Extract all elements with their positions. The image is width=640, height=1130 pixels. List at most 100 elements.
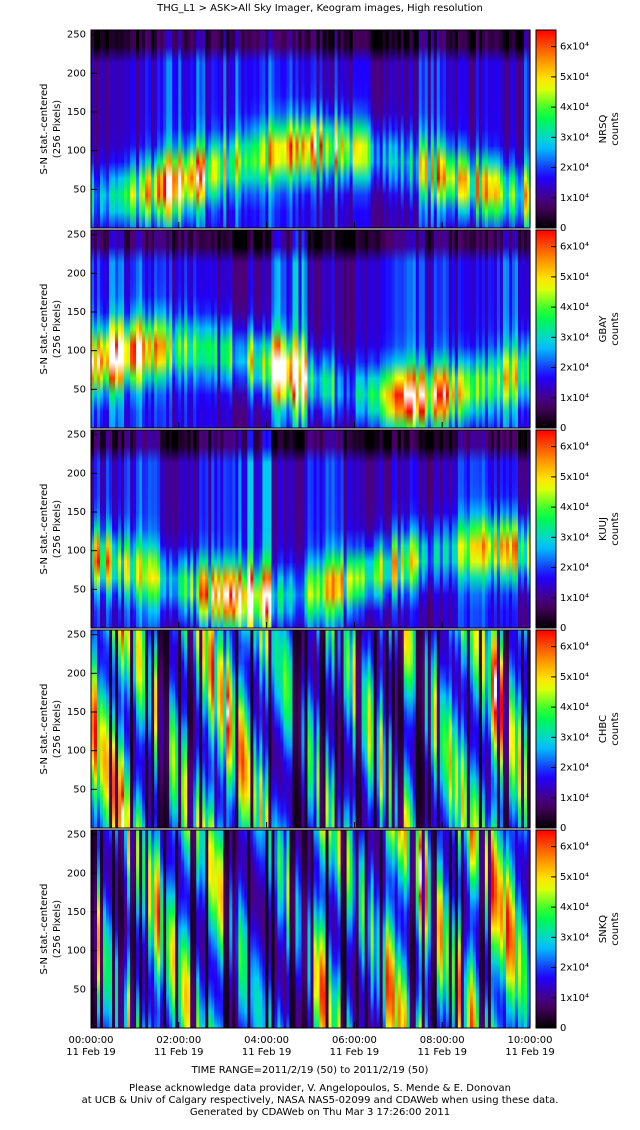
- keogram-column: [517, 30, 522, 228]
- keogram-column: [136, 230, 140, 428]
- keogram-column: [364, 630, 369, 828]
- keogram-column: [298, 30, 303, 228]
- keogram-column: [484, 30, 489, 228]
- keogram-column: [490, 630, 495, 828]
- keogram-column: [391, 430, 396, 628]
- keogram-column: [466, 630, 471, 828]
- keogram-column: [139, 30, 143, 228]
- keogram-column: [346, 430, 351, 628]
- keogram-column: [379, 30, 384, 228]
- keogram-column: [355, 630, 360, 828]
- keogram-column: [496, 30, 501, 228]
- keogram-column: [352, 430, 357, 628]
- keogram-column: [331, 230, 336, 428]
- keogram-column: [94, 430, 98, 628]
- keogram-column: [235, 230, 239, 428]
- keogram-column: [271, 430, 276, 628]
- keogram-column: [235, 830, 239, 1028]
- keogram-column: [226, 230, 230, 428]
- plot-frame: [90, 829, 531, 1029]
- keogram-column: [271, 830, 276, 1028]
- keogram-column: [361, 30, 366, 228]
- keogram-column: [181, 230, 185, 428]
- keogram-column: [169, 30, 173, 228]
- keogram-column: [232, 430, 236, 628]
- keogram-column: [214, 230, 218, 428]
- keogram-column: [109, 830, 113, 1028]
- keogram-column: [127, 430, 131, 628]
- keogram-column: [115, 30, 119, 228]
- keogram-column: [520, 30, 525, 228]
- keogram-column: [202, 430, 206, 628]
- keogram-column: [241, 830, 245, 1028]
- keogram-column: [427, 30, 432, 228]
- keogram-column: [253, 230, 257, 428]
- keogram-column: [244, 430, 248, 628]
- keogram-column: [316, 230, 321, 428]
- keogram-column: [184, 430, 188, 628]
- keogram-column: [394, 30, 399, 228]
- keogram-column: [181, 30, 185, 228]
- keogram-column: [433, 430, 438, 628]
- keogram-column: [112, 430, 116, 628]
- keogram-column: [187, 430, 191, 628]
- colorbar-tick-label: 5x10⁴: [560, 472, 589, 483]
- keogram-column: [160, 30, 164, 228]
- keogram-column: [514, 230, 519, 428]
- keogram-column: [163, 30, 167, 228]
- keogram-column: [523, 630, 528, 828]
- keogram-column: [526, 630, 531, 828]
- keogram-column: [454, 830, 459, 1028]
- keogram-column: [466, 430, 471, 628]
- keogram-column: [493, 230, 498, 428]
- keogram-column: [457, 630, 462, 828]
- keogram-column: [505, 230, 510, 428]
- keogram-column: [241, 630, 245, 828]
- keogram-column: [502, 630, 507, 828]
- keogram-column: [514, 630, 519, 828]
- keogram-column: [364, 230, 369, 428]
- keogram-column: [268, 630, 273, 828]
- keogram-column: [379, 830, 384, 1028]
- keogram-column: [196, 830, 200, 1028]
- keogram-column: [394, 630, 399, 828]
- keogram-column: [514, 30, 519, 228]
- keogram-column: [478, 430, 483, 628]
- keogram-column: [526, 230, 531, 428]
- keogram-column: [232, 630, 236, 828]
- keogram-column: [121, 630, 125, 828]
- keogram-column: [508, 30, 513, 228]
- keogram-column: [103, 30, 107, 228]
- keogram-column: [511, 630, 516, 828]
- keogram-column: [121, 830, 125, 1028]
- colorbar-tick-label: 1x10⁴: [560, 193, 589, 204]
- keogram-column: [100, 830, 104, 1028]
- keogram-column: [178, 630, 182, 828]
- keogram-column: [127, 30, 131, 228]
- y-axis-label: (256 Pixels): [52, 900, 63, 959]
- keogram-column: [253, 630, 257, 828]
- keogram-column: [196, 430, 200, 628]
- x-tick-label: 02:00:00: [156, 1035, 201, 1046]
- keogram-column: [208, 30, 212, 228]
- keogram-column: [214, 430, 218, 628]
- keogram-column: [277, 430, 282, 628]
- keogram-column: [298, 430, 303, 628]
- keogram-column: [193, 430, 197, 628]
- keogram-column: [172, 830, 176, 1028]
- keogram-column: [382, 630, 387, 828]
- keogram-column: [247, 830, 251, 1028]
- x-date-label: 11 Feb 19: [505, 1047, 555, 1058]
- colorbar-tick-label: 0: [560, 823, 566, 834]
- colorbar-units: counts: [610, 712, 621, 745]
- keogram-column: [268, 830, 273, 1028]
- colorbar-label: GBAY: [598, 315, 609, 343]
- keogram-column: [304, 230, 309, 428]
- colorbar-label: NRSQ: [598, 115, 609, 144]
- keogram-column: [142, 630, 146, 828]
- keogram-column: [145, 830, 149, 1028]
- keogram-column: [151, 230, 155, 428]
- keogram-column: [280, 630, 285, 828]
- keogram-column: [220, 830, 224, 1028]
- keogram-column: [472, 830, 477, 1028]
